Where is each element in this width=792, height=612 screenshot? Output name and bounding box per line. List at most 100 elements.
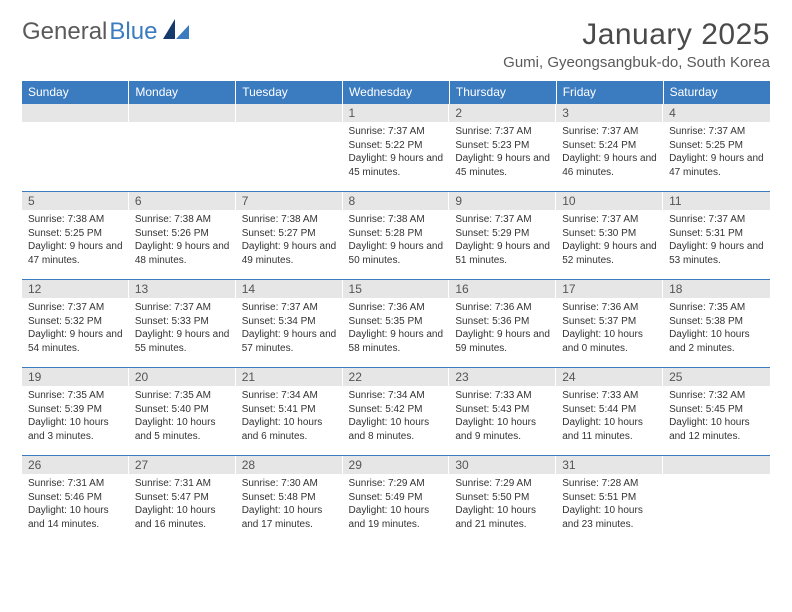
day-body: Sunrise: 7:30 AMSunset: 5:48 PMDaylight:… [236,474,343,535]
calendar-day-cell: 7Sunrise: 7:38 AMSunset: 5:27 PMDaylight… [236,192,343,280]
day-number: 26 [22,456,129,474]
calendar-day-cell: 14Sunrise: 7:37 AMSunset: 5:34 PMDayligh… [236,280,343,368]
day-body: Sunrise: 7:37 AMSunset: 5:34 PMDaylight:… [236,298,343,359]
calendar-day-cell: 5Sunrise: 7:38 AMSunset: 5:25 PMDaylight… [22,192,129,280]
location-text: Gumi, Gyeongsangbuk-do, South Korea [503,54,770,71]
day-body: Sunrise: 7:38 AMSunset: 5:28 PMDaylight:… [343,210,450,271]
calendar-day-cell: 4Sunrise: 7:37 AMSunset: 5:25 PMDaylight… [663,104,770,192]
calendar-day-cell: 11Sunrise: 7:37 AMSunset: 5:31 PMDayligh… [663,192,770,280]
calendar-day-cell: 10Sunrise: 7:37 AMSunset: 5:30 PMDayligh… [556,192,663,280]
day-number: 2 [449,104,556,122]
day-number: 3 [556,104,663,122]
calendar-day-cell: 21Sunrise: 7:34 AMSunset: 5:41 PMDayligh… [236,368,343,456]
day-body: Sunrise: 7:29 AMSunset: 5:49 PMDaylight:… [343,474,450,535]
sail-icon [163,18,189,46]
day-number: 18 [663,280,770,298]
brand-part2: Blue [109,18,157,46]
day-number: 4 [663,104,770,122]
day-header-row: SundayMondayTuesdayWednesdayThursdayFrid… [22,81,770,104]
day-body: Sunrise: 7:34 AMSunset: 5:42 PMDaylight:… [343,386,450,447]
day-header: Monday [129,81,236,104]
brand-logo: GeneralBlue [22,18,189,46]
day-body: Sunrise: 7:31 AMSunset: 5:46 PMDaylight:… [22,474,129,535]
calendar-day-cell: 19Sunrise: 7:35 AMSunset: 5:39 PMDayligh… [22,368,129,456]
day-body: Sunrise: 7:35 AMSunset: 5:38 PMDaylight:… [663,298,770,359]
day-number: 7 [236,192,343,210]
day-number: 12 [22,280,129,298]
calendar-body: 1Sunrise: 7:37 AMSunset: 5:22 PMDaylight… [22,104,770,544]
calendar-day-cell [663,456,770,544]
calendar-day-cell: 15Sunrise: 7:36 AMSunset: 5:35 PMDayligh… [343,280,450,368]
calendar-day-cell: 27Sunrise: 7:31 AMSunset: 5:47 PMDayligh… [129,456,236,544]
calendar-week-row: 26Sunrise: 7:31 AMSunset: 5:46 PMDayligh… [22,456,770,544]
day-body: Sunrise: 7:37 AMSunset: 5:24 PMDaylight:… [556,122,663,183]
day-body [236,122,343,182]
day-body: Sunrise: 7:38 AMSunset: 5:26 PMDaylight:… [129,210,236,271]
day-number [22,104,129,122]
calendar-day-cell: 28Sunrise: 7:30 AMSunset: 5:48 PMDayligh… [236,456,343,544]
calendar-day-cell: 12Sunrise: 7:37 AMSunset: 5:32 PMDayligh… [22,280,129,368]
day-number [663,456,770,474]
day-number: 1 [343,104,450,122]
day-number [129,104,236,122]
day-header: Tuesday [236,81,343,104]
day-body: Sunrise: 7:37 AMSunset: 5:32 PMDaylight:… [22,298,129,359]
day-body: Sunrise: 7:31 AMSunset: 5:47 PMDaylight:… [129,474,236,535]
day-body: Sunrise: 7:28 AMSunset: 5:51 PMDaylight:… [556,474,663,535]
calendar-day-cell: 6Sunrise: 7:38 AMSunset: 5:26 PMDaylight… [129,192,236,280]
day-number: 31 [556,456,663,474]
calendar-day-cell [22,104,129,192]
day-number: 5 [22,192,129,210]
day-body: Sunrise: 7:36 AMSunset: 5:37 PMDaylight:… [556,298,663,359]
calendar-week-row: 5Sunrise: 7:38 AMSunset: 5:25 PMDaylight… [22,192,770,280]
calendar-week-row: 12Sunrise: 7:37 AMSunset: 5:32 PMDayligh… [22,280,770,368]
calendar-table: SundayMondayTuesdayWednesdayThursdayFrid… [22,81,770,544]
calendar-day-cell: 20Sunrise: 7:35 AMSunset: 5:40 PMDayligh… [129,368,236,456]
day-body [663,474,770,534]
day-number: 10 [556,192,663,210]
calendar-day-cell: 31Sunrise: 7:28 AMSunset: 5:51 PMDayligh… [556,456,663,544]
calendar-day-cell [129,104,236,192]
day-body: Sunrise: 7:34 AMSunset: 5:41 PMDaylight:… [236,386,343,447]
day-body: Sunrise: 7:37 AMSunset: 5:29 PMDaylight:… [449,210,556,271]
calendar-day-cell: 26Sunrise: 7:31 AMSunset: 5:46 PMDayligh… [22,456,129,544]
brand-part1: General [22,18,107,46]
day-body: Sunrise: 7:38 AMSunset: 5:27 PMDaylight:… [236,210,343,271]
day-number: 15 [343,280,450,298]
calendar-day-cell: 16Sunrise: 7:36 AMSunset: 5:36 PMDayligh… [449,280,556,368]
day-number: 20 [129,368,236,386]
day-number: 14 [236,280,343,298]
day-body: Sunrise: 7:33 AMSunset: 5:43 PMDaylight:… [449,386,556,447]
header: GeneralBlue January 2025 Gumi, Gyeongsan… [22,18,770,71]
day-number: 28 [236,456,343,474]
day-header: Thursday [449,81,556,104]
day-number: 8 [343,192,450,210]
day-body: Sunrise: 7:33 AMSunset: 5:44 PMDaylight:… [556,386,663,447]
day-number: 21 [236,368,343,386]
day-number [236,104,343,122]
day-body: Sunrise: 7:38 AMSunset: 5:25 PMDaylight:… [22,210,129,271]
day-number: 30 [449,456,556,474]
day-number: 27 [129,456,236,474]
day-body: Sunrise: 7:37 AMSunset: 5:25 PMDaylight:… [663,122,770,183]
day-body: Sunrise: 7:32 AMSunset: 5:45 PMDaylight:… [663,386,770,447]
day-body [22,122,129,182]
day-number: 13 [129,280,236,298]
calendar-week-row: 19Sunrise: 7:35 AMSunset: 5:39 PMDayligh… [22,368,770,456]
day-number: 29 [343,456,450,474]
calendar-day-cell: 8Sunrise: 7:38 AMSunset: 5:28 PMDaylight… [343,192,450,280]
day-body: Sunrise: 7:37 AMSunset: 5:23 PMDaylight:… [449,122,556,183]
day-header: Friday [556,81,663,104]
calendar-day-cell: 29Sunrise: 7:29 AMSunset: 5:49 PMDayligh… [343,456,450,544]
day-header: Wednesday [343,81,450,104]
day-body: Sunrise: 7:37 AMSunset: 5:31 PMDaylight:… [663,210,770,271]
day-body: Sunrise: 7:37 AMSunset: 5:30 PMDaylight:… [556,210,663,271]
calendar-week-row: 1Sunrise: 7:37 AMSunset: 5:22 PMDaylight… [22,104,770,192]
day-header: Saturday [663,81,770,104]
day-body: Sunrise: 7:35 AMSunset: 5:40 PMDaylight:… [129,386,236,447]
day-body [129,122,236,182]
day-number: 9 [449,192,556,210]
calendar-day-cell: 1Sunrise: 7:37 AMSunset: 5:22 PMDaylight… [343,104,450,192]
day-number: 6 [129,192,236,210]
day-number: 23 [449,368,556,386]
